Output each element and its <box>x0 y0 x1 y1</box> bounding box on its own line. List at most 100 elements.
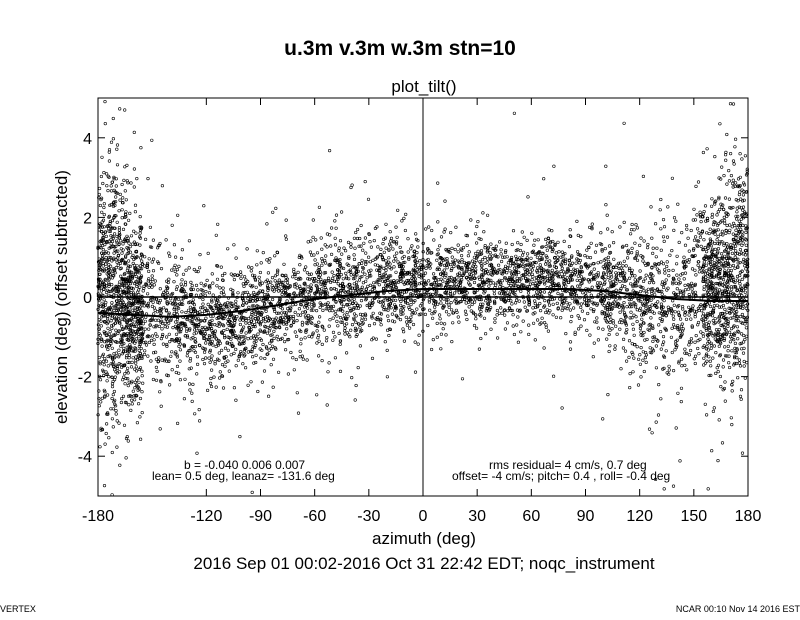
scatter-point <box>487 284 491 288</box>
scatter-point <box>126 360 130 364</box>
scatter-point <box>368 260 373 264</box>
scatter-point <box>343 316 348 321</box>
scatter-point <box>167 251 171 255</box>
scatter-point <box>315 262 319 266</box>
scatter-point <box>328 318 332 322</box>
scatter-point <box>423 312 428 317</box>
scatter-point <box>182 397 186 401</box>
scatter-point <box>110 385 115 389</box>
scatter-point <box>695 213 699 217</box>
scatter-point <box>175 317 180 321</box>
scatter-point <box>435 335 439 339</box>
scatter-point <box>228 315 232 319</box>
scatter-point <box>370 303 374 307</box>
scatter-point <box>378 271 382 276</box>
scatter-point <box>320 247 324 251</box>
scatter-point <box>103 394 107 398</box>
scatter-point <box>170 368 174 372</box>
scatter-point <box>106 320 110 324</box>
scatter-point <box>702 238 706 242</box>
scatter-point <box>230 301 234 306</box>
scatter-point <box>566 304 571 308</box>
scatter-point <box>493 320 497 324</box>
scatter-point <box>486 248 490 253</box>
scatter-point <box>687 313 691 317</box>
scatter-point <box>352 253 356 257</box>
scatter-point <box>462 270 466 274</box>
scatter-point <box>140 253 144 257</box>
scatter-point <box>709 204 714 208</box>
scatter-point <box>187 367 191 371</box>
scatter-point <box>482 230 486 234</box>
scatter-point <box>709 373 713 378</box>
scatter-point <box>580 309 585 313</box>
scatter-point <box>124 210 128 214</box>
scatter-point <box>428 308 432 312</box>
scatter-point <box>284 348 288 352</box>
scatter-point <box>717 305 722 309</box>
scatter-point <box>643 277 647 281</box>
scatter-point <box>387 256 391 260</box>
scatter-point <box>599 231 603 235</box>
scatter-point <box>708 329 712 333</box>
scatter-point <box>559 255 563 259</box>
scatter-point <box>110 304 114 308</box>
scatter-point <box>719 341 723 345</box>
scatter-point <box>722 386 727 391</box>
scatter-point <box>709 364 713 368</box>
scatter-point <box>147 340 151 345</box>
scatter-point <box>401 312 405 316</box>
scatter-point <box>101 181 105 186</box>
scatter-point <box>704 269 708 273</box>
scatter-point <box>390 312 395 316</box>
scatter-point <box>215 277 220 281</box>
scatter-point <box>156 318 160 322</box>
scatter-point <box>426 202 430 206</box>
scatter-point <box>481 273 485 277</box>
scatter-point <box>137 380 141 384</box>
scatter-point <box>388 265 392 270</box>
scatter-point <box>729 268 734 273</box>
scatter-point <box>223 334 227 338</box>
scatter-point <box>708 359 712 363</box>
scatter-point <box>158 298 162 303</box>
scatter-point <box>341 281 345 285</box>
scatter-point <box>104 172 109 176</box>
scatter-point <box>248 298 252 302</box>
scatter-point <box>115 234 119 239</box>
scatter-point <box>193 412 197 416</box>
scatter-point <box>385 348 389 353</box>
scatter-point <box>564 257 568 261</box>
scatter-point <box>602 303 606 308</box>
scatter-point <box>300 323 305 327</box>
scatter-point <box>718 319 722 323</box>
scatter-point <box>435 321 439 326</box>
scatter-point <box>633 241 637 245</box>
scatter-point <box>138 366 143 370</box>
scatter-point <box>715 303 719 307</box>
scatter-point <box>474 251 478 256</box>
scatter-point <box>677 277 681 281</box>
scatter-point <box>361 265 365 270</box>
scatter-point <box>738 394 743 399</box>
scatter-point <box>140 374 144 378</box>
scatter-point <box>294 302 298 307</box>
scatter-point <box>576 233 580 237</box>
scatter-point <box>120 324 124 328</box>
scatter-point <box>299 337 303 341</box>
scatter-point <box>223 336 227 340</box>
scatter-point <box>633 305 638 309</box>
scatter-point <box>707 268 712 272</box>
scatter-point <box>727 354 731 358</box>
scatter-point <box>284 293 288 297</box>
scatter-point <box>720 240 724 244</box>
scatter-point <box>375 281 379 285</box>
scatter-point <box>738 288 742 292</box>
scatter-point <box>621 337 626 342</box>
scatter-point <box>704 219 708 223</box>
scatter-point <box>159 404 163 408</box>
scatter-point <box>355 333 359 337</box>
scatter-point <box>475 326 479 330</box>
scatter-point <box>109 242 113 246</box>
scatter-point <box>349 289 353 293</box>
